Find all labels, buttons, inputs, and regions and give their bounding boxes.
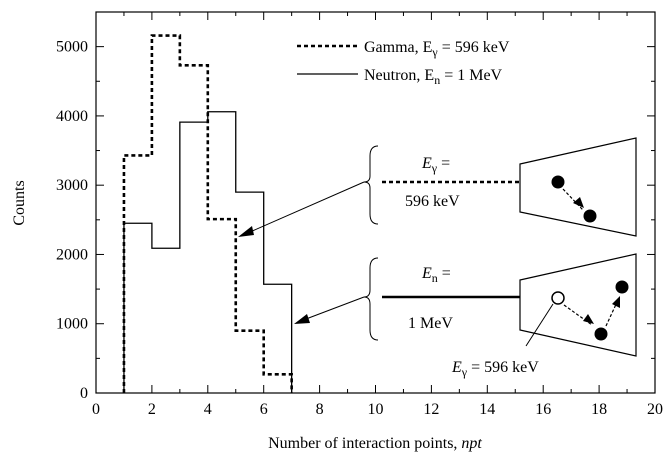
gamma-detector-shape [519, 137, 637, 237]
gamma-pointer-arrow [249, 181, 365, 233]
series-layer [122, 34, 293, 393]
gamma-histogram-series [122, 34, 293, 393]
neutron-scatter-arrowhead-1 [583, 314, 594, 324]
x-tick-label: 16 [535, 401, 551, 418]
gamma-interaction-point-1 [551, 175, 565, 189]
y-tick-label: 2000 [56, 246, 88, 263]
x-tick-label: 2 [148, 401, 156, 418]
neutron-pointer-arrowhead [294, 314, 310, 324]
gamma-annotation: Eγ = 596 keV [238, 145, 552, 237]
x-tick-label: 10 [368, 401, 384, 418]
x-tick-label: 6 [260, 401, 268, 418]
y-tick-label: 5000 [56, 39, 88, 56]
neutron-brace [363, 257, 379, 341]
scatter-energy-label: Eγ = 596 keV [451, 359, 539, 379]
neutron-interaction-point-1 [551, 291, 565, 305]
y-axis-label: Counts [11, 180, 28, 225]
neutron-scatter-arrowhead-2 [612, 296, 620, 308]
x-tick-label: 20 [647, 401, 663, 418]
y-tick-label: 4000 [56, 108, 88, 125]
x-tick-label: 14 [479, 401, 495, 418]
gamma-scatter-arrowhead [573, 197, 584, 208]
gamma-energy-label: Eγ = [421, 155, 450, 175]
gamma-energy-value: 596 keV [405, 193, 460, 210]
neutron-histogram-series [123, 111, 293, 393]
x-tick-label: 8 [316, 401, 324, 418]
scatter-label-leader [525, 303, 554, 347]
neutron-interaction-point-2 [594, 327, 608, 341]
y-axis-ticks: 0 1000 2000 3000 4000 5000 [56, 11, 655, 402]
gamma-brace [363, 145, 379, 225]
x-tick-label: 18 [591, 401, 607, 418]
neutron-energy-value: 1 MeV [408, 315, 453, 332]
neutron-detector-diagram: Eγ = 596 keV [451, 253, 637, 379]
gamma-interaction-point-2 [583, 209, 597, 223]
gamma-pointer-arrowhead [238, 226, 254, 237]
x-axis-ticks: 0 2 4 6 8 10 12 14 16 18 20 [92, 12, 663, 418]
neutron-energy-label: En = [421, 265, 451, 285]
legend-gamma-label: Gamma, Eγ = 596 keV [364, 39, 510, 59]
neutron-interaction-point-3 [615, 280, 629, 294]
y-tick-label: 1000 [56, 316, 88, 333]
x-axis-label: Number of interaction points, npt [268, 435, 482, 452]
x-tick-label: 12 [423, 401, 439, 418]
x-tick-label: 0 [92, 401, 100, 418]
x-tick-label: 4 [204, 401, 212, 418]
y-tick-label: 3000 [56, 177, 88, 194]
neutron-pointer-arrow [305, 296, 365, 320]
y-tick-label: 0 [80, 385, 88, 402]
gamma-detector-diagram [519, 137, 637, 237]
legend: Gamma, Eγ = 596 keV Neutron, En = 1 MeV [297, 39, 510, 87]
legend-neutron-label: Neutron, En = 1 MeV [364, 67, 503, 87]
neutron-annotation: En = 1 MeV [294, 257, 544, 341]
neutron-scatter-path-1 [563, 304, 593, 326]
neutron-detector-shape [519, 253, 637, 357]
